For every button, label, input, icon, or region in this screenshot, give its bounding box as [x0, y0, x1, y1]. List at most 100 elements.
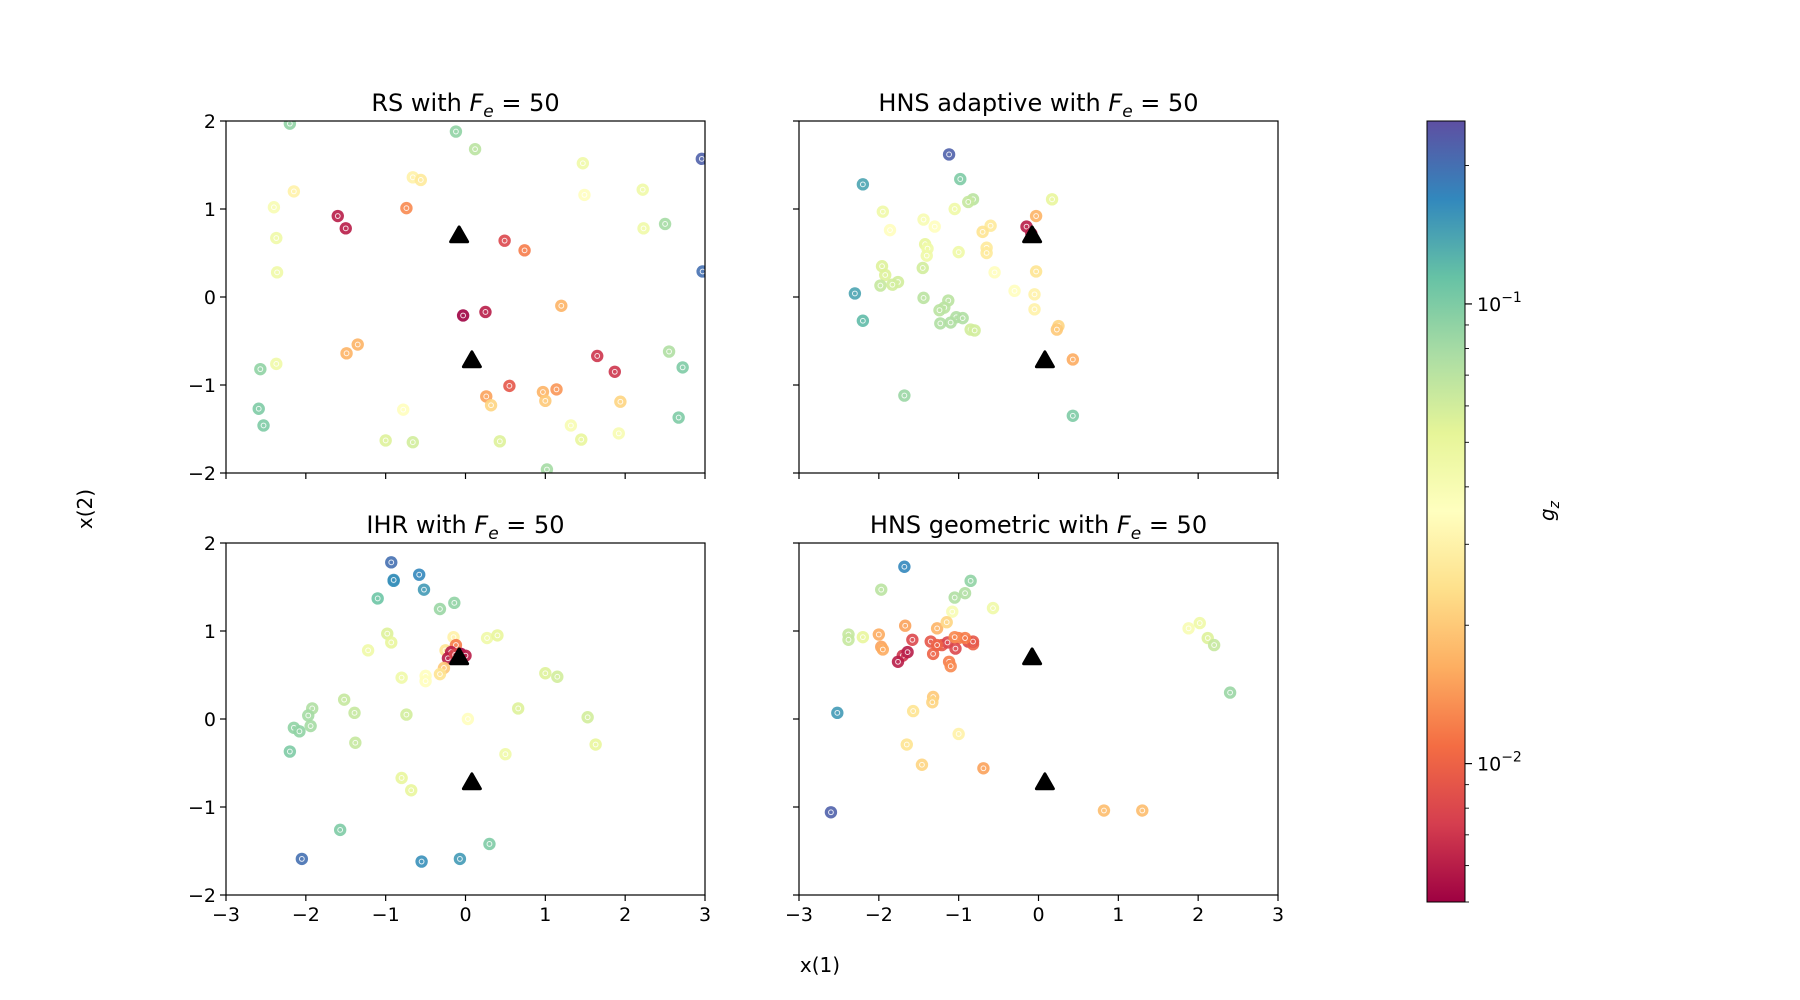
scatter-point [576, 157, 590, 170]
triangle-marker [1022, 647, 1043, 666]
scatter-point-core [875, 631, 882, 638]
scatter-point [540, 463, 554, 473]
scatter-point-core [472, 146, 478, 153]
scatter-point-core [354, 341, 361, 348]
scatter-point-core [930, 650, 937, 657]
scatter-point [539, 667, 552, 680]
scatter-point [948, 202, 961, 216]
scatter-point [461, 712, 475, 726]
scatter-point [917, 213, 930, 226]
subplot-title-subscript: e [1131, 524, 1141, 544]
colorbar: 10−1 10−2 gz [1426, 120, 1563, 903]
scatter-point [874, 279, 887, 292]
scatter-point [898, 389, 911, 402]
scatter-point [483, 837, 496, 851]
colorbar-tick-label: 10−1 [1477, 290, 1522, 316]
scatter-point [662, 345, 676, 358]
scatter-point-core [483, 393, 490, 400]
scatter-point-core [451, 599, 458, 606]
scatter-point-core [558, 302, 565, 309]
scatter-point [252, 402, 265, 415]
scatter-point [942, 148, 956, 161]
optimum-markers [449, 225, 482, 369]
scatter-point [1193, 616, 1206, 630]
scatter-point-core [453, 642, 459, 648]
y-tick-label: −1 [188, 797, 216, 819]
scatter-point-core [453, 128, 459, 135]
scatter-point [385, 636, 398, 649]
y-tick-label: −1 [188, 375, 216, 397]
scatter-point [340, 347, 353, 360]
scatter-point [550, 383, 563, 396]
scatter-point [414, 173, 427, 187]
scatter-point-core [337, 826, 344, 833]
scatter-point-core [959, 315, 966, 322]
scatter-point [415, 855, 428, 868]
scatter-point [270, 231, 283, 245]
scatter-point [1045, 193, 1059, 206]
y-tick-label: 0 [204, 709, 216, 731]
scatter-point-core [834, 709, 841, 716]
scatter-point-core [895, 658, 901, 665]
scatter-point-core [920, 294, 927, 301]
scatter-point [876, 643, 890, 656]
scatter-point [1136, 804, 1149, 817]
axis-ticks: −2 −1 0 1 2 [188, 111, 706, 485]
scatter-point [499, 748, 512, 761]
axes-frame [798, 120, 1279, 474]
colorbar-label-subscript: z [1547, 500, 1563, 509]
scatter-point-core [382, 437, 389, 444]
scatter-point-core [286, 748, 293, 755]
scatter-point [848, 287, 862, 300]
scatter-point [304, 719, 317, 733]
scatter-point [948, 591, 961, 604]
y-tick-label: −2 [188, 463, 216, 485]
x-tick-label: −3 [785, 904, 813, 926]
scatter-point [883, 223, 897, 237]
scatter-point-core [987, 222, 994, 229]
scatter-point-core [970, 638, 976, 645]
subplot-4: HNS geometric with Fe = 50 −3 −2 −1 0 1 2 3 [785, 511, 1284, 926]
scatter-point-core [946, 151, 952, 158]
scatter-point-core [859, 181, 866, 188]
scatter-point-core [859, 317, 866, 324]
scatter-point-core [955, 731, 962, 737]
scatter-point-core [343, 350, 350, 357]
scatter-point [928, 220, 941, 233]
subplot-title-text: HNS geometric with [870, 511, 1117, 539]
scatter-point [906, 704, 920, 718]
scatter-point [283, 121, 297, 130]
scatter-point-core [403, 205, 410, 212]
scatter-point [933, 304, 946, 317]
scatter-point-core [581, 192, 588, 198]
subplot-1: RS with Fe = 50 −2 −1 0 1 2 [188, 89, 706, 485]
scatter-point [906, 633, 919, 646]
scatter-point [479, 305, 492, 319]
scatter-point-core [260, 422, 267, 429]
scatter-point [503, 379, 516, 393]
axes-frame [225, 120, 706, 474]
scatter-point-core [484, 635, 490, 641]
scatter-point [511, 702, 525, 715]
scatter-point-core [384, 630, 391, 637]
colorbar-gradient [1426, 120, 1466, 903]
scatter-point [917, 291, 930, 305]
subplot-title-subscript: e [488, 524, 498, 544]
scatter-point-core [553, 386, 560, 393]
scatter-point-core [417, 177, 424, 183]
scatter-point-core [1031, 306, 1038, 313]
scatter-point [901, 645, 914, 659]
scatter-point-core [540, 389, 546, 395]
scatter-point [412, 568, 426, 581]
scatter-point [254, 362, 267, 376]
triangle-marker [461, 772, 482, 791]
scatter-point-core [615, 430, 622, 437]
scatter-point-core [521, 247, 528, 254]
scatter-point-core [542, 670, 549, 677]
scatter-point-core [1031, 291, 1038, 298]
scatter-point [433, 667, 447, 681]
scatter-point [879, 268, 892, 282]
scatter-point [551, 670, 564, 683]
scatter-point-core [943, 619, 950, 626]
scatter-point-core [1139, 807, 1146, 814]
